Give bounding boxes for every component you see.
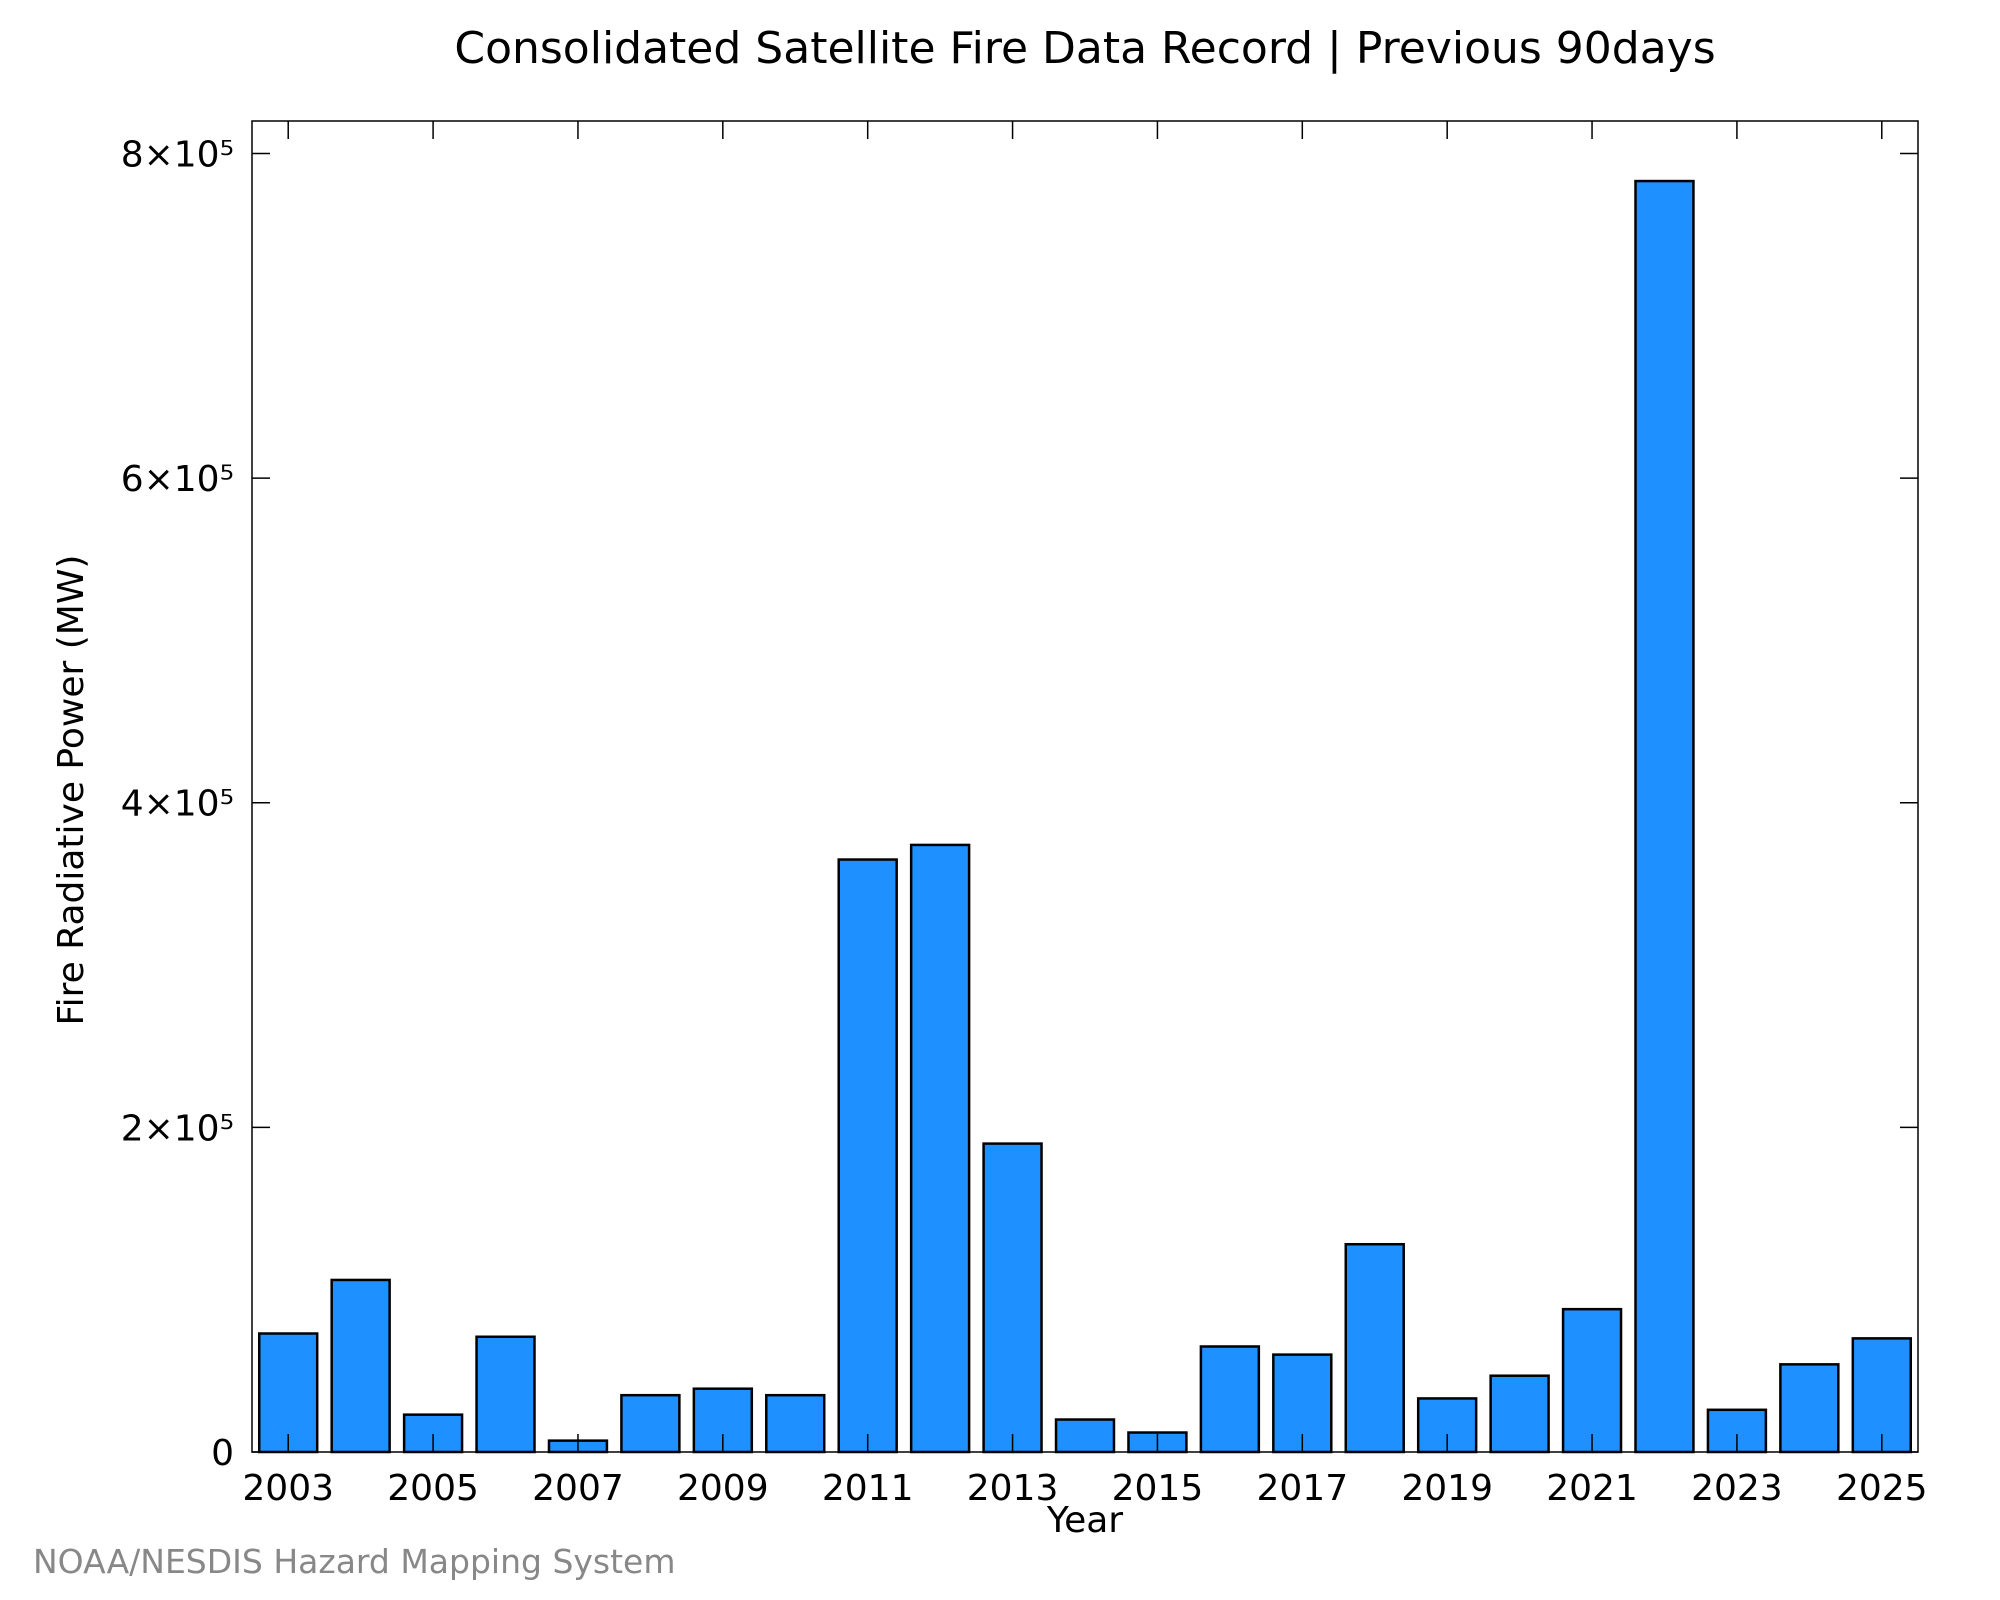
y-tick-label: 6×10⁵ — [121, 459, 234, 500]
x-tick-label: 2023 — [1691, 1468, 1783, 1509]
bar-2008 — [620, 1393, 681, 1454]
bar-2004 — [330, 1278, 391, 1454]
x-tick-label: 2021 — [1546, 1468, 1638, 1509]
bar-2022 — [1634, 179, 1695, 1454]
x-tick-label: 2025 — [1836, 1468, 1928, 1509]
bar-2018 — [1344, 1242, 1405, 1454]
x-tick-label: 2011 — [822, 1468, 914, 1509]
x-tick-label: 2005 — [387, 1468, 479, 1509]
bar-2013 — [982, 1142, 1043, 1454]
bar-2021 — [1561, 1307, 1623, 1454]
bar-2020 — [1489, 1374, 1550, 1454]
y-axis-label: Fire Radiative Power (MW) — [51, 555, 92, 1026]
x-tick-label: 2007 — [532, 1468, 624, 1509]
x-axis-label: Year — [1046, 1500, 1123, 1541]
plot-frame — [251, 120, 1919, 1453]
bar-2024 — [1779, 1363, 1840, 1454]
bar-2016 — [1199, 1345, 1261, 1454]
y-tick-label: 2×10⁵ — [121, 1108, 234, 1149]
bar-2014 — [1054, 1418, 1116, 1454]
y-tick-label: 0 — [211, 1433, 234, 1474]
bars-group — [257, 179, 1913, 1454]
axes-group: 0 2×10⁵ 4×10⁵ 6×10⁵ 8×10⁵ 2003 2005 2007 2009 201… — [121, 120, 1928, 1509]
y-tick-label: 8×10⁵ — [121, 134, 234, 175]
bar-2011 — [837, 858, 898, 1454]
source-credit: NOAA/NESDIS Hazard Mapping System — [33, 1542, 676, 1581]
bar-2010 — [765, 1393, 826, 1454]
y-tick-label: 4×10⁵ — [121, 784, 234, 825]
x-tick-label: 2013 — [967, 1468, 1059, 1509]
x-tick-label: 2017 — [1256, 1468, 1348, 1509]
chart-title: Consolidated Satellite Fire Data Record … — [454, 23, 1715, 74]
x-tick-label: 2019 — [1401, 1468, 1493, 1509]
bar-2012 — [909, 843, 971, 1454]
bar-2006 — [475, 1335, 536, 1454]
x-tick-label: 2003 — [242, 1468, 334, 1509]
x-tick-label: 2009 — [677, 1468, 769, 1509]
bar-2003 — [257, 1332, 319, 1454]
x-tick-label: 2015 — [1112, 1468, 1204, 1509]
